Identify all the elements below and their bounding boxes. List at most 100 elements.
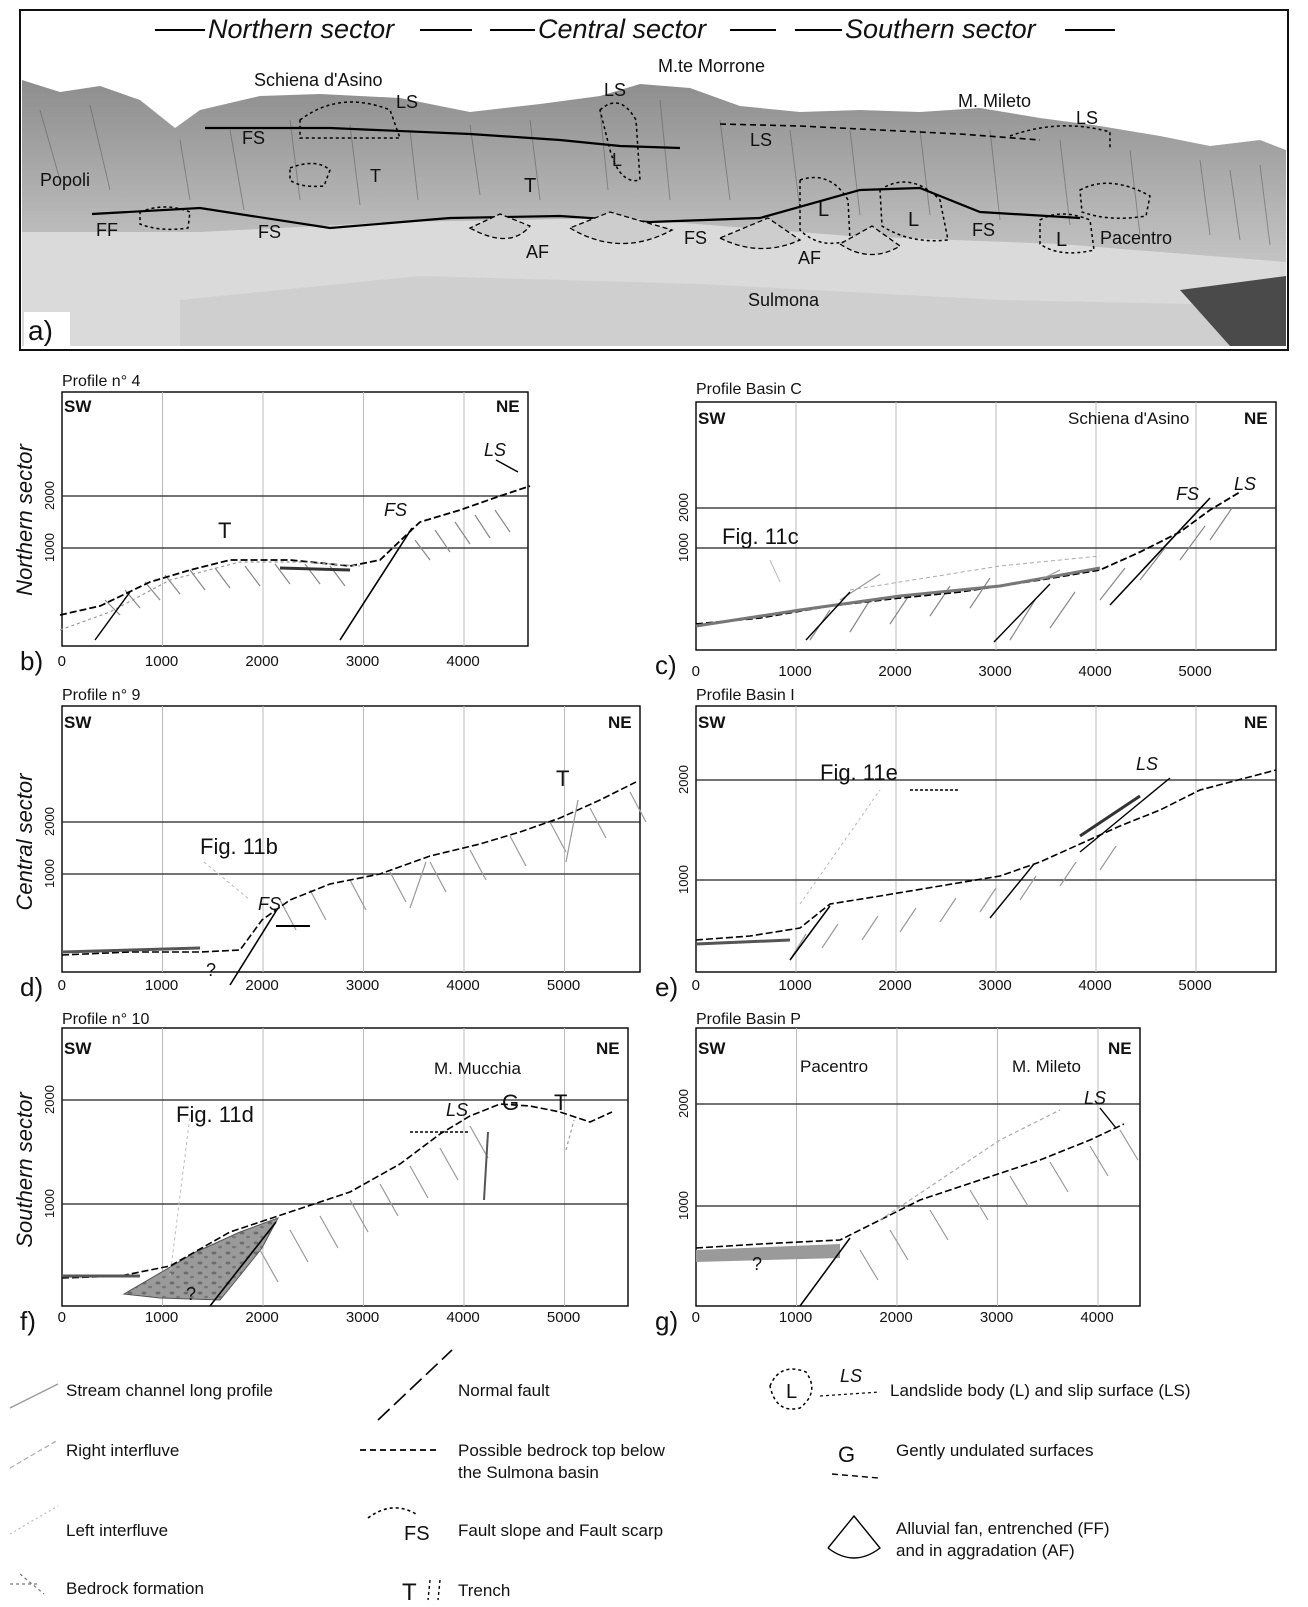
- profile-g-q: ?: [752, 1254, 762, 1274]
- profile-e-letter: e): [655, 972, 678, 1002]
- place-schiena: Schiena d'Asino: [254, 70, 383, 90]
- legend-landslide: Landslide body (L) and slip surface (LS): [890, 1381, 1191, 1400]
- profile-d-xtick: 2000: [245, 977, 278, 994]
- profile-c-xtick: 3000: [978, 663, 1011, 680]
- profile-f-q: ?: [186, 1284, 196, 1304]
- sector-central: Central sector: [538, 14, 707, 44]
- profile-b-fs: FS: [384, 500, 407, 520]
- profile-g-place-1: Pacentro: [800, 1057, 868, 1076]
- legend-t-symbol: T: [402, 1579, 417, 1606]
- profile-c-frame: [695, 401, 1277, 651]
- place-pacentro: Pacentro: [1100, 228, 1172, 248]
- label-l-1: L: [612, 150, 622, 170]
- place-popoli: Popoli: [40, 170, 90, 190]
- profile-f-xtick: 4000: [446, 1309, 479, 1326]
- legend-fan-1: Alluvial fan, entrenched (FF): [896, 1519, 1110, 1538]
- profile-b-xtick: 4000: [446, 653, 479, 670]
- profile-d-content: Fig. 11b FS T ?: [61, 766, 647, 986]
- label-l-3: L: [908, 209, 919, 231]
- profile-g-letter: g): [655, 1306, 678, 1336]
- panel-a-letter: a): [28, 315, 53, 346]
- profile-f-ytick: 2000: [42, 1085, 57, 1114]
- profile-f-ne: NE: [596, 1039, 620, 1058]
- profile-e-xtick: 2000: [878, 977, 911, 994]
- profile-c-xtick: 0: [692, 663, 700, 680]
- profile-g-place-2: M. Mileto: [1012, 1057, 1081, 1076]
- legend-fs: Fault slope and Fault scarp: [458, 1521, 663, 1540]
- profile-c-sw: SW: [698, 409, 726, 428]
- profile-g-xtick: 1000: [779, 1309, 812, 1326]
- profile-e-ls: LS: [1136, 754, 1158, 774]
- profile-b-xtick: 3000: [346, 653, 379, 670]
- profile-e-xtick: 1000: [778, 977, 811, 994]
- legend-trench-swatch: [427, 1579, 441, 1601]
- profile-f-xtick: 1000: [145, 1309, 178, 1326]
- profile-e-fig: Fig. 11e: [820, 760, 898, 785]
- profile-e: 0 1000 2000 3000 4000 5000 1000 2000 Profile Bas…: [655, 687, 1277, 1002]
- profile-b-xtick: 2000: [245, 653, 278, 670]
- profile-c-content: Fig. 11c FS LS: [695, 474, 1256, 643]
- label-l-2: L: [818, 199, 829, 221]
- profile-d-q: ?: [206, 960, 216, 980]
- profile-e-sw: SW: [698, 713, 726, 732]
- profile-c-xtick: 4000: [1078, 663, 1111, 680]
- relief-dark-blob: [1180, 276, 1286, 346]
- profile-c-xtick: 1000: [778, 663, 811, 680]
- profile-c-place: Schiena d'Asino: [1068, 409, 1189, 428]
- profile-g-xtick: 2000: [879, 1309, 912, 1326]
- legend-fs-swatch: [367, 1507, 417, 1519]
- profile-g: 0 1000 2000 3000 4000 1000 2000 Profile Basin P…: [655, 1011, 1141, 1336]
- profile-b: 0 1000 2000 3000 4000 1000 2000 Profile n° 4 SW N…: [12, 373, 529, 676]
- profile-d-xtick: 4000: [446, 977, 479, 994]
- profile-d-title: Profile n° 9: [62, 687, 141, 704]
- profile-d-ytick: 2000: [42, 807, 57, 836]
- profile-f: 0 1000 2000 3000 4000 5000 1000 2000 Profile n° …: [12, 1011, 629, 1336]
- profile-g-ytick: 2000: [676, 1089, 691, 1118]
- profile-g-sw: SW: [698, 1039, 726, 1058]
- label-t-2: T: [524, 175, 536, 197]
- profile-c-letter: c): [655, 650, 677, 680]
- legend-gently: Gently undulated surfaces: [896, 1441, 1094, 1460]
- profile-f-fan: [122, 1217, 280, 1301]
- legend-ls-symbol: LS: [840, 1366, 862, 1386]
- label-fs-4: FS: [972, 220, 995, 240]
- relief-texture: [39, 99, 1271, 246]
- profile-g-ne: NE: [1108, 1039, 1132, 1058]
- profile-b-xtick: 1000: [145, 653, 178, 670]
- profile-f-surface: [61, 1103, 613, 1279]
- sector-northern: Northern sector: [208, 14, 395, 44]
- profile-d-letter: d): [20, 972, 43, 1002]
- legend-fan-2: and in aggradation (AF): [896, 1541, 1075, 1560]
- profile-b-t: T: [218, 518, 231, 543]
- profile-f-fig: Fig. 11d: [176, 1102, 254, 1127]
- panel-a: Northern sector Central sector Southern …: [19, 9, 1289, 351]
- profile-c-ytick: 1000: [676, 533, 691, 562]
- profile-f-ytick: 1000: [42, 1189, 57, 1218]
- profile-f-content: Fig. 11d LS G T ?: [61, 1090, 613, 1307]
- profile-d-xtick: 3000: [346, 977, 379, 994]
- profile-e-xtick: 3000: [978, 977, 1011, 994]
- fault-line-lower: [91, 186, 1081, 230]
- profiles-group: 0 1000 2000 3000 4000 1000 2000 Profile n° 4 SW N…: [12, 373, 1277, 1336]
- profile-g-xtick: 4000: [1080, 1309, 1113, 1326]
- legend-normal-swatch: [377, 1349, 453, 1421]
- legend-bedtop-1: Possible bedrock top below: [458, 1441, 666, 1460]
- profile-c-surface: [695, 491, 1241, 625]
- profile-f-t: T: [554, 1090, 567, 1115]
- profile-f-xtick: 2000: [245, 1309, 278, 1326]
- profile-f-xtick: 5000: [547, 1309, 580, 1326]
- profile-b-sw: SW: [64, 397, 92, 416]
- profile-d-xtick: 0: [58, 977, 66, 994]
- profile-g-frame: [695, 1027, 1141, 1307]
- profile-c-title: Profile Basin C: [696, 381, 802, 398]
- profile-e-ytick: 1000: [676, 865, 691, 894]
- profile-c-xtick: 2000: [878, 663, 911, 680]
- profile-d-xtick: 1000: [145, 977, 178, 994]
- label-ls-3: LS: [750, 130, 772, 150]
- profile-d-surface: [61, 781, 637, 956]
- legend-bedrock: Bedrock formation: [66, 1579, 204, 1598]
- label-ls-2: LS: [604, 80, 626, 100]
- legend-left-swatch: [9, 1505, 59, 1535]
- profile-d-fig: Fig. 11b: [200, 834, 278, 859]
